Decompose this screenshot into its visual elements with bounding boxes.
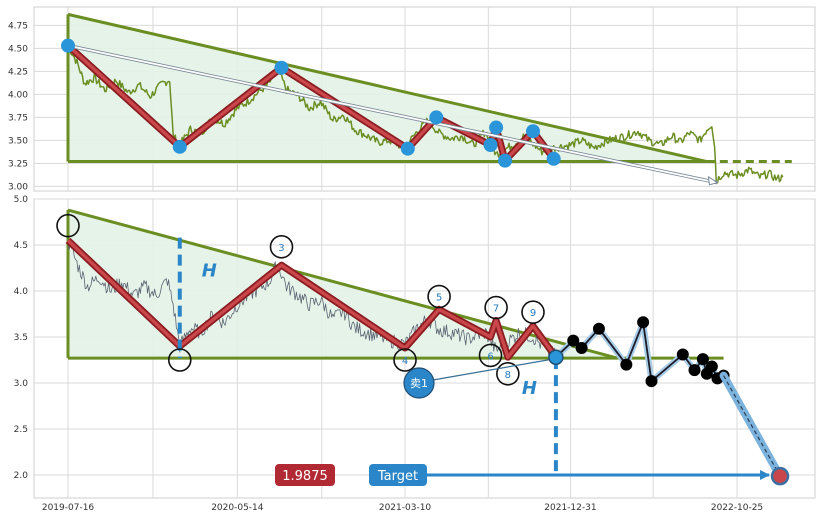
x-tick-label: 2022-10-25 (711, 503, 763, 513)
sell-point (548, 349, 564, 365)
bottom-ytick-label: 4.5 (14, 241, 28, 251)
top-ytick-label: 3.25 (8, 159, 28, 169)
forecast-point (575, 342, 588, 355)
top-triangle-upper-line (67, 12, 708, 164)
top-pivot-point (61, 38, 75, 53)
forecast-point (637, 316, 650, 329)
top-trend-arrow-head (707, 175, 719, 186)
target-value-label: 1.9875 (282, 469, 328, 484)
top-ytick-label: 4.50 (8, 44, 28, 54)
forecast-point (567, 334, 580, 347)
top-trend-arrow (67, 44, 718, 184)
wave-label-4: 5 (436, 293, 442, 304)
top-pivot-point (498, 153, 513, 168)
target-path-line (723, 375, 781, 477)
target-point (770, 466, 790, 486)
bottom-ytick-label: 2.5 (14, 425, 28, 435)
forecast-point (705, 360, 718, 373)
x-tick-label: 2019-07-16 (42, 503, 95, 513)
wave-label-3: 4 (402, 356, 408, 367)
h-measure-label: H (202, 260, 217, 281)
target-value-badge (275, 464, 335, 486)
top-pivot-point (546, 151, 561, 166)
forecast-point (645, 375, 658, 388)
wave-label-circle (56, 213, 80, 238)
wave-label-circle (427, 284, 451, 309)
bottom-ytick-label: 5.0 (14, 195, 29, 205)
top-ytick-label: 3.50 (8, 136, 28, 146)
top-pivot-point (172, 139, 187, 154)
wave-label-2: 3 (278, 243, 284, 254)
wave-label-circle (484, 295, 508, 320)
wave-label-circle (521, 300, 545, 324)
bottom-wave-line (66, 239, 558, 359)
top-pivot-point (526, 124, 541, 139)
wave-label-circle (167, 348, 192, 372)
target-badge-label: Target (377, 469, 418, 484)
bottom-ytick-label: 3.5 (14, 333, 28, 343)
sell-marker-leader (432, 358, 553, 381)
top-price-line (67, 45, 784, 184)
top-pivot-point (489, 120, 504, 135)
top-pivot-point (483, 138, 498, 152)
top-ytick-label: 4.75 (8, 21, 28, 31)
top-wave-line (66, 44, 556, 163)
bottom-ytick-label: 2.0 (14, 471, 29, 481)
wave-label-circle (393, 348, 417, 372)
forecast-point (696, 353, 709, 366)
bottom-ytick-label: 4.0 (14, 287, 29, 297)
h-projection-label: H (522, 378, 537, 399)
top-ytick-label: 3.75 (8, 113, 28, 123)
sell-marker-label: 卖1 (410, 377, 428, 390)
sell-marker-bubble (403, 367, 435, 399)
top-ytick-label: 4.00 (8, 90, 28, 100)
top-pivot-point (429, 110, 444, 125)
wave-label-6: 7 (493, 304, 499, 315)
bottom-chart-panel: 5.0 4.5 4.0 3.5 3.0 2.5 2.0 H H Target 1.9875 3 4 5 6 7… (14, 195, 816, 513)
x-tick-label: 2021-12-31 (544, 503, 596, 513)
forecast-point (676, 348, 689, 361)
x-tick-label: 2021-03-10 (379, 503, 432, 513)
target-badge (369, 464, 427, 486)
forecast-point (620, 358, 633, 371)
wave-label-circle (478, 343, 503, 368)
top-pivot-point (400, 141, 415, 156)
forecast-point (592, 322, 605, 335)
top-ytick-label: 3.00 (8, 182, 28, 192)
wave-label-circle (269, 235, 294, 259)
bottom-price-line (67, 241, 557, 358)
bottom-ytick-label: 3.0 (14, 379, 29, 389)
target-arrow-head (760, 470, 771, 480)
x-tick-label: 2020-05-14 (211, 503, 264, 513)
top-ytick-label: 4.25 (8, 67, 28, 77)
forecast-point (688, 364, 701, 377)
wave-label-7: 8 (505, 370, 511, 381)
wave-label-8: 9 (530, 308, 536, 319)
wave-label-5: 6 (487, 351, 493, 362)
wave-label-circle (496, 361, 520, 386)
top-pivot-point (274, 60, 289, 75)
top-chart-panel: 4.75 4.50 4.25 4.00 3.75 3.50 3.25 3.00 (8, 6, 816, 192)
